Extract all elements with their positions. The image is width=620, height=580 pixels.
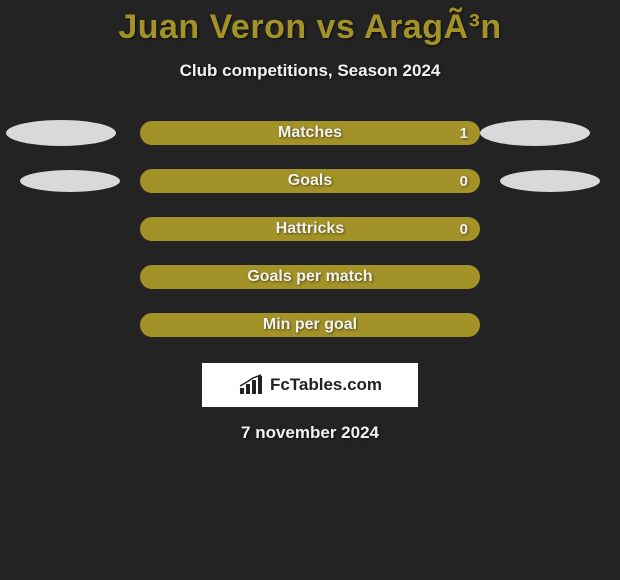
stat-label: Min per goal — [263, 316, 357, 334]
stat-row-hattricks: Hattricks 0 — [0, 217, 620, 241]
brand-badge[interactable]: FcTables.com — [202, 363, 418, 407]
avatar-placeholder-right — [480, 120, 590, 146]
date-label: 7 november 2024 — [0, 423, 620, 443]
stat-label: Goals — [288, 172, 332, 190]
stat-row-matches: Matches 1 — [0, 121, 620, 145]
stat-bar: Matches 1 — [140, 121, 480, 145]
stat-label: Hattricks — [276, 220, 344, 238]
comparison-card: Juan Veron vs AragÃ³n Club competitions,… — [0, 0, 620, 443]
stat-bar: Goals per match — [140, 265, 480, 289]
stat-value-right: 0 — [460, 221, 468, 238]
page-subtitle: Club competitions, Season 2024 — [0, 61, 620, 81]
stat-bar: Min per goal — [140, 313, 480, 337]
stat-row-goals-per-match: Goals per match — [0, 265, 620, 289]
stat-bar: Goals 0 — [140, 169, 480, 193]
stats-list: Matches 1 Goals 0 Hattricks 0 Goals per … — [0, 121, 620, 337]
stat-value-right: 0 — [460, 173, 468, 190]
avatar-placeholder-left — [6, 120, 116, 146]
chart-icon — [238, 374, 264, 396]
avatar-placeholder-right — [500, 170, 600, 192]
avatar-placeholder-left — [20, 170, 120, 192]
stat-label: Matches — [278, 124, 342, 142]
page-title: Juan Veron vs AragÃ³n — [0, 8, 620, 47]
stat-value-right: 1 — [460, 125, 468, 142]
stat-label: Goals per match — [247, 268, 372, 286]
brand-text: FcTables.com — [270, 375, 382, 395]
stat-row-goals: Goals 0 — [0, 169, 620, 193]
stat-bar: Hattricks 0 — [140, 217, 480, 241]
stat-row-min-per-goal: Min per goal — [0, 313, 620, 337]
